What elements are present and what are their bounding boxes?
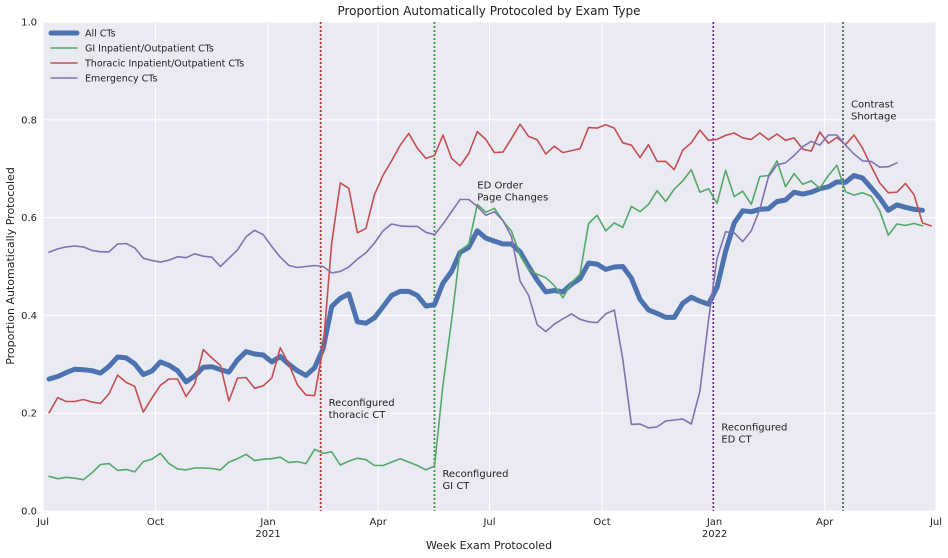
- x-tick-year-label: 2021: [255, 529, 280, 540]
- event-label: GI CT: [442, 481, 470, 492]
- y-tick-label: 0.0: [21, 507, 37, 518]
- x-tick-label: Apr: [370, 517, 388, 528]
- legend-label: Emergency CTs: [85, 74, 157, 85]
- y-axis-ticks: 0.0 0.2 0.4 0.6 0.8 1.0: [21, 18, 37, 518]
- gridlines: [42, 21, 937, 512]
- x-tick-label: Jul: [929, 517, 942, 528]
- series-line-1: [48, 160, 924, 481]
- y-tick-label: 0.4: [21, 311, 37, 322]
- y-tick-label: 0.2: [21, 409, 37, 420]
- x-tick-label: Jul: [36, 517, 49, 528]
- x-tick-label: Apr: [816, 517, 834, 528]
- x-tick-label: Oct: [147, 517, 164, 528]
- series-line-2: [48, 123, 932, 414]
- x-tick-label: Jan: [259, 517, 275, 528]
- event-label: Reconfigured: [721, 422, 787, 433]
- legend: All CTs GI Inpatient/Outpatient CTs Thorac…: [48, 29, 244, 85]
- y-axis-title: Proportion Automatically Protocoled: [4, 167, 17, 365]
- x-tick-year-label: 2022: [702, 529, 727, 540]
- annotation-label: Page Changes: [477, 192, 548, 203]
- chart-title: Proportion Automatically Protocoled by E…: [337, 4, 640, 18]
- annotation-label: ED Order: [477, 180, 524, 191]
- y-tick-label: 1.0: [21, 18, 37, 29]
- event-label: thoracic CT: [329, 410, 387, 421]
- series-line-0: [46, 173, 925, 385]
- event-label: Contrast: [851, 100, 894, 111]
- legend-label: Thoracic Inpatient/Outpatient CTs: [84, 59, 244, 70]
- x-axis-title: Week Exam Protocoled: [426, 539, 552, 552]
- legend-label: All CTs: [85, 29, 116, 40]
- series-line-3: [48, 134, 898, 429]
- y-tick-label: 0.8: [21, 115, 37, 126]
- event-label: Reconfigured: [442, 469, 508, 480]
- event-label: ED CT: [721, 434, 752, 445]
- legend-label: GI Inpatient/Outpatient CTs: [85, 44, 214, 55]
- x-tick-label: Oct: [593, 517, 610, 528]
- event-label: Reconfigured: [329, 398, 395, 409]
- event-label: Shortage: [851, 112, 896, 123]
- x-tick-label: Jan: [706, 517, 722, 528]
- y-tick-label: 0.6: [21, 213, 37, 224]
- x-tick-label: Jul: [482, 517, 495, 528]
- series-lines: [46, 123, 932, 481]
